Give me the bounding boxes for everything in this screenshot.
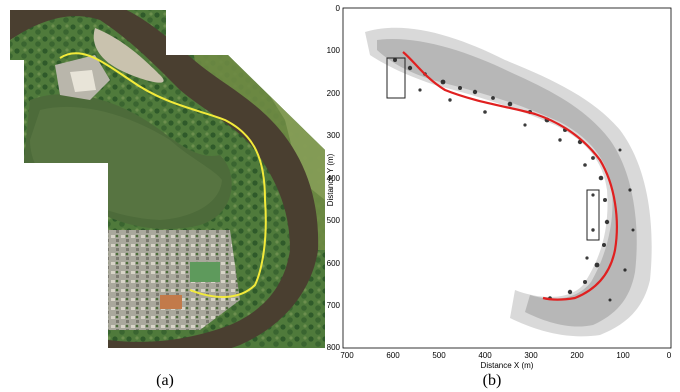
y-tick-label: 0 — [336, 4, 341, 13]
y-tick-label: 500 — [327, 216, 341, 225]
y-tick-label: 400 — [327, 174, 341, 183]
x-tick-label: 700 — [340, 351, 354, 360]
scan-plot: 700 600 500 400 300 200 100 0 0 100 200 … — [326, 4, 672, 370]
y-tick-label: 800 — [327, 343, 341, 352]
scan-band — [365, 27, 652, 337]
x-tick-label: 0 — [667, 351, 672, 360]
y-tick-label: 700 — [327, 301, 341, 310]
y-axis-label: Distance Y (m) — [326, 153, 335, 206]
building-outline — [386, 57, 406, 99]
x-tick-label: 400 — [478, 351, 492, 360]
x-tick-label: 300 — [524, 351, 538, 360]
x-tick-label: 100 — [616, 351, 630, 360]
aerial-photo-panel — [0, 0, 330, 372]
scan-points — [393, 58, 635, 302]
panel-a-caption: (a) — [156, 372, 174, 389]
panel-b-caption: (b) — [482, 372, 502, 389]
x-tick-label: 600 — [386, 351, 400, 360]
y-tick-labels: 0 100 200 300 400 500 600 700 800 — [327, 4, 341, 352]
x-tick-label: 200 — [570, 351, 584, 360]
x-tick-label: 500 — [432, 351, 446, 360]
y-tick-label: 300 — [327, 131, 341, 140]
building-outline — [586, 189, 600, 241]
trajectory-line — [402, 51, 618, 301]
y-tick-label: 600 — [327, 259, 341, 268]
aerial-photo — [10, 10, 325, 348]
x-axis-label: Distance X (m) — [481, 361, 534, 370]
y-tick-label: 100 — [327, 46, 341, 55]
y-tick-label: 200 — [327, 89, 341, 98]
x-tick-labels: 700 600 500 400 300 200 100 0 — [340, 351, 671, 360]
scan-plot-panel: 700 600 500 400 300 200 100 0 0 100 200 … — [325, 0, 680, 372]
